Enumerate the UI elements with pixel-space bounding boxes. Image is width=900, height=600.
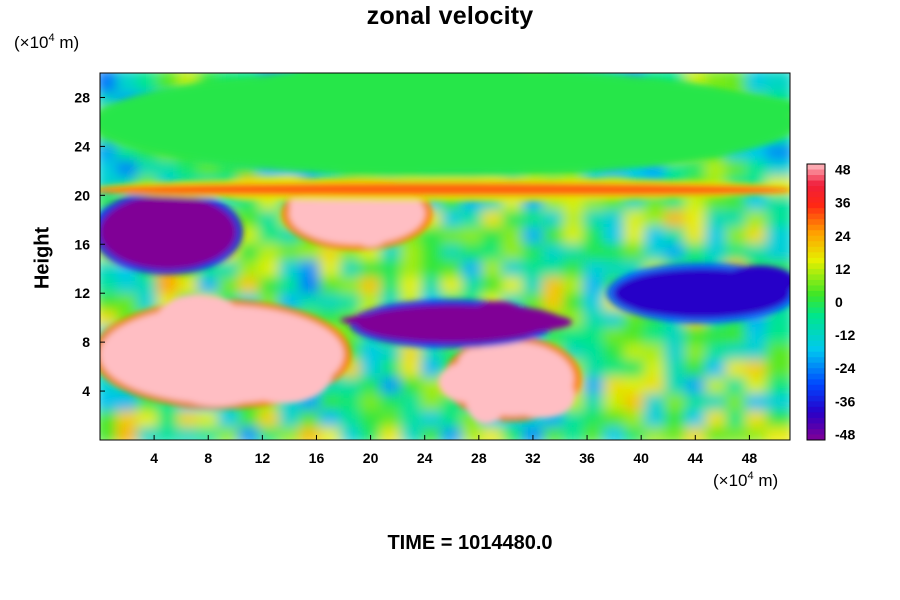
time-label: TIME = 1014480.0 bbox=[387, 532, 553, 554]
colorbar-swatch bbox=[807, 246, 825, 253]
colorbar-swatch bbox=[807, 324, 825, 331]
colorbar-swatch bbox=[807, 197, 825, 204]
colorbar-swatch bbox=[807, 186, 825, 193]
x-tick-label: 16 bbox=[309, 450, 325, 466]
x-tick-label: 20 bbox=[363, 450, 379, 466]
x-tick-label: 32 bbox=[525, 450, 541, 466]
colorbar-swatch bbox=[807, 313, 825, 320]
colorbar-swatch bbox=[807, 191, 825, 198]
colorbar-swatch bbox=[807, 368, 825, 375]
colorbar-swatch bbox=[807, 230, 825, 237]
y-tick-label: 24 bbox=[74, 138, 90, 154]
colorbar: 48 36 24 12 0 -12 -24 -36 -48 bbox=[806, 162, 855, 442]
colorbar-swatch bbox=[807, 417, 825, 424]
colorbar-swatch bbox=[807, 346, 825, 353]
colorbar-swatch bbox=[807, 219, 825, 226]
colorbar-swatch bbox=[807, 302, 825, 309]
colorbar-swatch bbox=[807, 208, 825, 215]
colorbar-swatch bbox=[807, 224, 825, 231]
colorbar-swatch bbox=[807, 401, 825, 408]
colorbar-swatch bbox=[807, 395, 825, 402]
colorbar-swatch bbox=[807, 362, 825, 369]
x-axis-unit: (×104 m) bbox=[713, 470, 779, 490]
colorbar-swatch bbox=[807, 285, 825, 292]
colorbar-swatch bbox=[807, 318, 825, 325]
x-axis: 4 8 12 16 20 24 28 32 36 40 44 48 bbox=[150, 435, 757, 466]
colorbar-swatch bbox=[807, 164, 825, 171]
colorbar-tick-label: 12 bbox=[835, 261, 851, 277]
colorbar-frame bbox=[806, 163, 826, 441]
colorbar-swatch bbox=[807, 351, 825, 358]
colorbar-swatch bbox=[807, 169, 825, 176]
colorbar-swatch bbox=[807, 257, 825, 264]
colorbar-swatch bbox=[807, 434, 825, 441]
colorbar-swatch bbox=[807, 175, 825, 182]
x-tick-label: 8 bbox=[204, 450, 212, 466]
colorbar-tick-label: 48 bbox=[835, 162, 851, 178]
colorbar-swatch bbox=[807, 379, 825, 386]
colorbar-swatch bbox=[807, 213, 825, 220]
y-tick-label: 12 bbox=[74, 285, 90, 301]
colorbar-swatch bbox=[807, 384, 825, 391]
colorbar-swatch bbox=[807, 202, 825, 209]
y-tick-label: 20 bbox=[74, 187, 90, 203]
y-axis-unit: (×104 m) bbox=[14, 32, 80, 52]
colorbar-tick-label: -12 bbox=[835, 327, 855, 343]
x-tick-label: 36 bbox=[579, 450, 595, 466]
heatmap-field bbox=[100, 73, 790, 440]
colorbar-tick-label: -36 bbox=[835, 393, 855, 409]
colorbar-swatch bbox=[807, 357, 825, 364]
colorbar-tick-label: 36 bbox=[835, 195, 851, 211]
x-tick-label: 44 bbox=[688, 450, 704, 466]
colorbar-swatch bbox=[807, 423, 825, 430]
colorbar-swatch bbox=[807, 373, 825, 380]
y-axis: 4 8 12 16 20 24 28 bbox=[74, 89, 105, 399]
plot-frame bbox=[99, 72, 791, 441]
colorbar-swatch bbox=[807, 290, 825, 297]
x-tick-label: 40 bbox=[633, 450, 649, 466]
colorbar-swatch bbox=[807, 307, 825, 314]
y-tick-label: 16 bbox=[74, 236, 90, 252]
colorbar-swatch bbox=[807, 335, 825, 342]
x-tick-label: 24 bbox=[417, 450, 433, 466]
colorbar-swatch bbox=[807, 406, 825, 413]
colorbar-swatch bbox=[807, 263, 825, 270]
x-tick-label: 28 bbox=[471, 450, 487, 466]
colorbar-swatch bbox=[807, 268, 825, 275]
colorbar-swatch bbox=[807, 329, 825, 336]
y-tick-label: 28 bbox=[74, 89, 90, 105]
colorbar-swatch bbox=[807, 296, 825, 303]
colorbar-swatch bbox=[807, 428, 825, 435]
colorbar-swatch bbox=[807, 241, 825, 248]
colorbar-swatch bbox=[807, 252, 825, 259]
colorbar-tick-label: 24 bbox=[835, 228, 851, 244]
colorbar-swatch bbox=[807, 340, 825, 347]
colorbar-swatch bbox=[807, 412, 825, 419]
colorbar-swatch bbox=[807, 180, 825, 187]
colorbar-tick-label: -24 bbox=[835, 360, 855, 376]
x-tick-label: 48 bbox=[742, 450, 758, 466]
y-tick-label: 4 bbox=[82, 383, 90, 399]
chart-title: zonal velocity bbox=[366, 2, 534, 30]
colorbar-swatch bbox=[807, 274, 825, 281]
colorbar-tick-label: -48 bbox=[835, 426, 855, 442]
colorbar-swatch bbox=[807, 279, 825, 286]
colorbar-swatch bbox=[807, 235, 825, 242]
x-tick-label: 4 bbox=[150, 450, 158, 466]
y-tick-label: 8 bbox=[82, 334, 90, 350]
colorbar-swatch bbox=[807, 390, 825, 397]
colorbar-tick-label: 0 bbox=[835, 294, 843, 310]
x-tick-label: 12 bbox=[255, 450, 271, 466]
